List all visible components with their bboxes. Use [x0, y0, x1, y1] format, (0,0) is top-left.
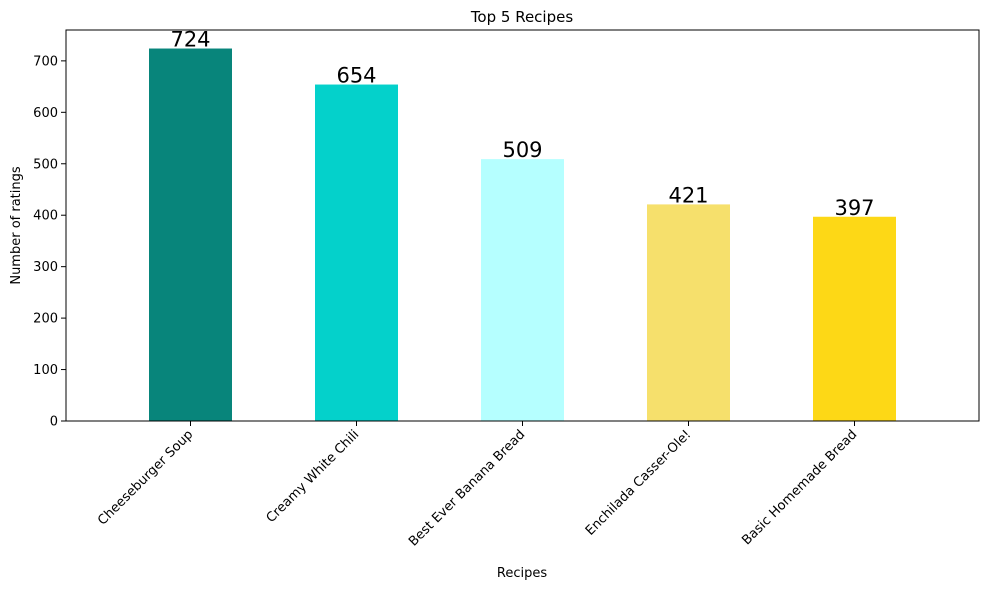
y-tick-label-3: 300 — [33, 260, 58, 275]
data-label-3: 421 — [668, 183, 708, 207]
bar-0 — [149, 48, 232, 421]
x-tick-label-2: Best Ever Banana Bread — [406, 427, 528, 549]
y-tick-label-7: 700 — [33, 54, 58, 69]
y-axis: 0 100 200 300 400 500 600 700 — [33, 54, 66, 430]
x-axis-title: Recipes — [497, 566, 547, 581]
x-tick-label-3: Enchilada Casser-Ole! — [583, 427, 694, 538]
x-tick-label-0: Cheeseburger Soup — [95, 427, 196, 528]
y-tick-label-5: 500 — [33, 157, 58, 172]
bar-2 — [481, 159, 564, 422]
bar-3 — [647, 204, 730, 421]
x-tick-label-4: Basic Homemade Bread — [739, 427, 860, 548]
bar-1 — [315, 84, 398, 421]
bars-group — [149, 48, 896, 422]
data-label-0: 724 — [170, 28, 210, 52]
y-tick-label-4: 400 — [33, 209, 58, 224]
bar-4 — [813, 216, 896, 421]
y-tick-label-2: 200 — [33, 312, 58, 327]
y-tick-label-1: 100 — [33, 363, 58, 378]
y-axis-title: Number of ratings — [9, 166, 24, 285]
data-label-1: 654 — [336, 64, 376, 88]
data-labels-group: 724 654 509 421 397 — [170, 28, 874, 220]
chart-title: Top 5 Recipes — [470, 8, 574, 26]
x-tick-label-1: Creamy White Chili — [264, 427, 363, 526]
data-label-4: 397 — [834, 196, 874, 220]
y-tick-label-0: 0 — [50, 415, 58, 430]
x-axis: Cheeseburger Soup Creamy White Chili Best … — [95, 421, 860, 550]
y-tick-label-6: 600 — [33, 106, 58, 121]
data-label-2: 509 — [502, 138, 542, 162]
